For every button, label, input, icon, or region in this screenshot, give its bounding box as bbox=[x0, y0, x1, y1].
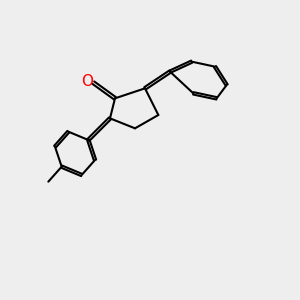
Text: O: O bbox=[81, 74, 93, 89]
